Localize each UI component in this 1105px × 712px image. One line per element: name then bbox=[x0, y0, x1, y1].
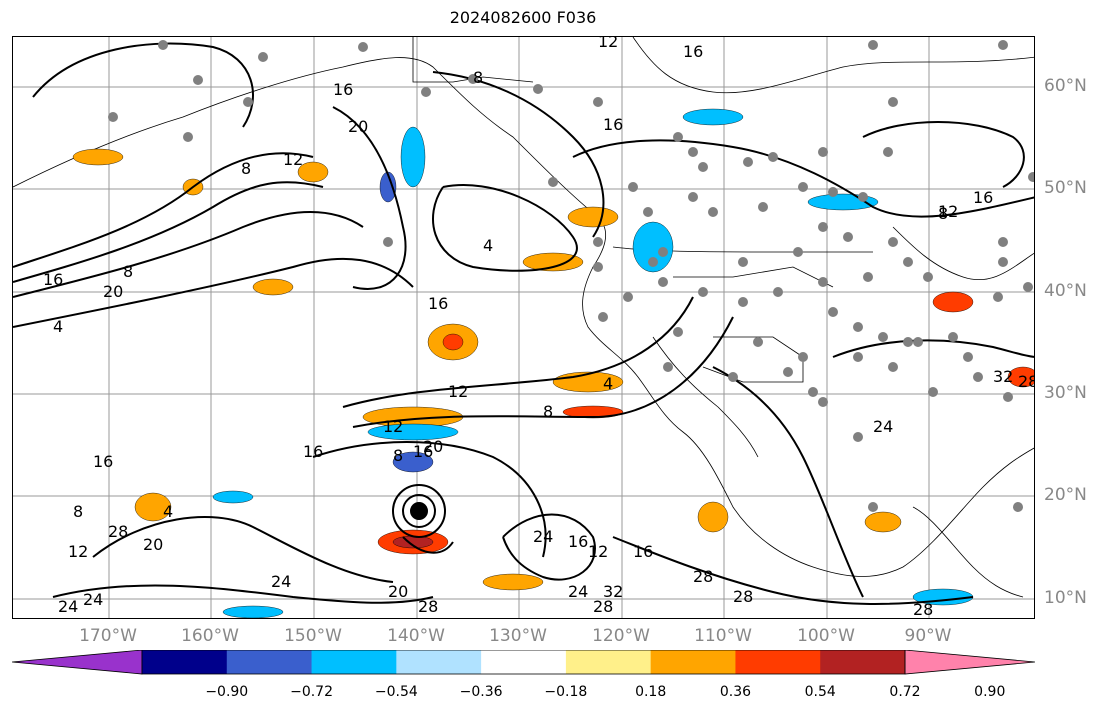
contour-value-label: 12 bbox=[383, 417, 403, 436]
contour-value-label: 12 bbox=[283, 150, 303, 169]
contour-value-label: 32 bbox=[993, 367, 1013, 386]
contour-value-label: 28 bbox=[693, 567, 713, 586]
contour-value-label: 16 bbox=[633, 542, 653, 561]
contours bbox=[13, 42, 1034, 605]
coastlines bbox=[13, 37, 1034, 598]
lon-label: 170°W bbox=[79, 626, 137, 646]
weather-map: 12 8 16 16 20 16 12 8 4 4 16 12 16 20 16 8 4 8 12 16 16 20 16 8… bbox=[12, 36, 1035, 619]
contour-value-label: 8 bbox=[473, 68, 483, 87]
contour-value-label: 20 bbox=[143, 535, 163, 554]
colorbar-tick-label: −0.36 bbox=[459, 684, 503, 700]
contour-value-label: 12 bbox=[68, 542, 88, 561]
contour-value-label: 12 bbox=[448, 382, 468, 401]
contour-value-label: 16 bbox=[973, 188, 993, 207]
colorbar-tick-label: −0.54 bbox=[374, 684, 418, 700]
contour-value-label: 4 bbox=[163, 502, 173, 521]
station-markers bbox=[108, 40, 1034, 512]
colorbar-tick-label: 0.72 bbox=[889, 684, 921, 700]
lat-label: 30°N bbox=[1044, 383, 1087, 403]
contour-value-label: 24 bbox=[58, 597, 78, 616]
lon-label: 100°W bbox=[797, 626, 855, 646]
lat-label: 50°N bbox=[1044, 178, 1087, 198]
contour-value-label: 8 bbox=[543, 402, 553, 421]
colorbar bbox=[12, 650, 1035, 675]
contour-value-label: 16 bbox=[603, 115, 623, 134]
lat-label: 60°N bbox=[1044, 76, 1087, 96]
colorbar-segment bbox=[735, 650, 821, 674]
colorbar-segment bbox=[142, 650, 228, 674]
contour-value-label: 8 bbox=[938, 204, 948, 223]
contour-value-label: 28 bbox=[913, 600, 933, 619]
colorbar-extend-high bbox=[904, 650, 1035, 675]
contour-value-label: 4 bbox=[483, 236, 493, 255]
colorbar-tick-label: 0.18 bbox=[635, 684, 667, 700]
map-title: 2024082600 F036 bbox=[449, 8, 597, 27]
contour-value-label: 20 bbox=[348, 117, 368, 136]
storm-center-marker bbox=[411, 503, 427, 519]
contour-value-label: 8 bbox=[241, 159, 251, 178]
contour-value-label: 8 bbox=[73, 502, 83, 521]
colorbar-tick-label: 0.54 bbox=[804, 684, 836, 700]
lon-label: 120°W bbox=[592, 626, 650, 646]
contour-value-label: 28 bbox=[108, 522, 128, 541]
colorbar-segment bbox=[481, 650, 567, 674]
colorbar-segment bbox=[565, 650, 652, 674]
contour-value-label: 16 bbox=[568, 532, 588, 551]
lat-label: 20°N bbox=[1044, 485, 1087, 505]
lon-label: 150°W bbox=[284, 626, 342, 646]
shaded-fields bbox=[72, 108, 1034, 618]
contour-value-label: 16 bbox=[428, 294, 448, 313]
contour-value-label: 20 bbox=[423, 437, 443, 456]
contour-value-label: 28 bbox=[418, 597, 438, 616]
contour-value-label: 24 bbox=[83, 590, 103, 609]
contour-value-label: 12 bbox=[598, 37, 618, 51]
colorbar-segment bbox=[311, 650, 397, 674]
contour-value-label: 12 bbox=[938, 202, 958, 221]
contour-value-label: 20 bbox=[388, 582, 408, 601]
colorbar-segment bbox=[396, 650, 482, 674]
contour-value-label: 16 bbox=[93, 452, 113, 471]
contour-value-label: 16 bbox=[413, 442, 433, 461]
contour-value-label: 24 bbox=[873, 417, 893, 436]
contour-value-label: 28 bbox=[593, 597, 613, 616]
lon-label: 110°W bbox=[694, 626, 752, 646]
contour-value-label: 24 bbox=[568, 582, 588, 601]
contour-value-label: 28 bbox=[1018, 372, 1035, 391]
colorbar-tick-label: 0.36 bbox=[719, 684, 752, 700]
lon-label: 160°W bbox=[181, 626, 239, 646]
contour-value-label: 32 bbox=[603, 582, 623, 601]
contour-value-label: 16 bbox=[683, 42, 703, 61]
contour-value-label: 8 bbox=[393, 446, 403, 465]
colorbar-tick-label: 0.90 bbox=[974, 684, 1006, 700]
colorbar-segment bbox=[226, 650, 313, 674]
lon-label: 140°W bbox=[387, 626, 445, 646]
contour-value-label: 4 bbox=[603, 374, 613, 393]
contour-value-label: 16 bbox=[303, 442, 323, 461]
contour-value-label: 8 bbox=[123, 262, 133, 281]
contour-value-label: 16 bbox=[43, 270, 63, 289]
colorbar-tick-label: −0.18 bbox=[544, 684, 588, 700]
lon-label: 130°W bbox=[489, 626, 547, 646]
contour-value-label: 24 bbox=[533, 527, 553, 546]
lon-label: 90°W bbox=[904, 626, 952, 646]
contour-value-label: 12 bbox=[588, 542, 608, 561]
contour-value-label: 24 bbox=[271, 572, 291, 591]
contour-value-label: 28 bbox=[733, 587, 753, 606]
colorbar-tick-label: −0.90 bbox=[205, 684, 249, 700]
colorbar-segment bbox=[650, 650, 736, 674]
contour-value-label: 4 bbox=[53, 317, 63, 336]
colorbar-segment bbox=[820, 650, 906, 674]
lat-label: 40°N bbox=[1044, 281, 1087, 301]
colorbar-extend-low bbox=[12, 650, 143, 675]
contour-value-label: 20 bbox=[103, 282, 123, 301]
lat-label: 10°N bbox=[1044, 588, 1087, 608]
colorbar-tick-label: −0.72 bbox=[290, 684, 333, 700]
contour-value-label: 16 bbox=[333, 80, 353, 99]
